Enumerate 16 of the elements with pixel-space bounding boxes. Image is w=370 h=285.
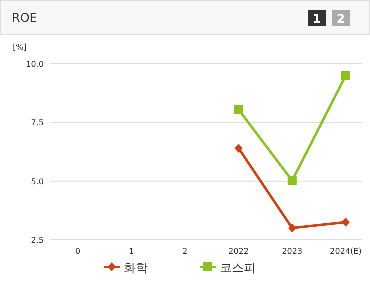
legend-label: 화학 bbox=[124, 261, 148, 275]
x-tick-label: 2023 bbox=[282, 247, 303, 256]
y-tick-label: 2.5 bbox=[31, 236, 44, 245]
x-tick-label: 2024(E) bbox=[330, 247, 362, 256]
x-tick-label: 2022 bbox=[228, 247, 249, 256]
x-tick-label: 1 bbox=[129, 247, 134, 256]
y-tick-label: 5.0 bbox=[31, 177, 44, 186]
page-button: 2 bbox=[332, 10, 350, 26]
y-tick-label: 10.0 bbox=[26, 60, 44, 69]
y-tick-label: 7.5 bbox=[31, 118, 44, 128]
page-button: 1 bbox=[308, 10, 326, 26]
y-axis-title: [%] bbox=[13, 43, 27, 52]
x-tick-label: 2 bbox=[182, 247, 188, 256]
x-tick-label: 0 bbox=[75, 247, 81, 256]
legend-label: 코스피 bbox=[220, 261, 256, 275]
chart-title: ROE bbox=[12, 11, 38, 25]
